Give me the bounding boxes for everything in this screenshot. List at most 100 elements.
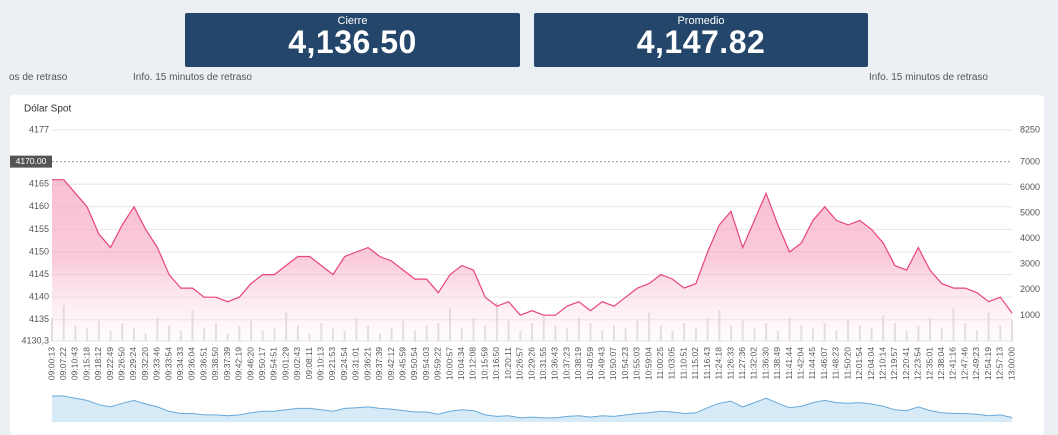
x-tick-label: 11:27:36: [737, 347, 747, 380]
x-tick-label: 09:10:43: [70, 347, 80, 380]
x-tick-label: 10:31:55: [538, 347, 548, 380]
x-tick-label: 09:37:39: [374, 347, 384, 380]
x-tick-label: 09:54:51: [269, 347, 279, 380]
x-tick-label: 10:37:23: [561, 347, 571, 380]
y-tick-label: 4155: [29, 224, 49, 234]
x-tick-label: 10:50:07: [608, 347, 618, 380]
x-tick-label: 12:47:46: [959, 347, 969, 380]
y-tick-label: 4160: [29, 201, 49, 211]
y2-tick-label: 1000: [1020, 310, 1040, 320]
x-tick-label: 10:36:43: [550, 347, 560, 380]
stat-value: 4,147.82: [636, 24, 766, 60]
x-tick-label: 09:59:22: [433, 347, 443, 380]
stat-value: 4,136.50: [288, 24, 417, 60]
y-tick-label: 4140: [29, 292, 49, 302]
x-tick-label: 10:16:50: [491, 347, 501, 380]
plot-line-label: 4170.00: [16, 156, 47, 166]
x-tick-label: 09:50:17: [257, 347, 267, 380]
x-tick-label: 10:12:08: [468, 347, 478, 380]
delay-note: os de retraso: [9, 72, 68, 83]
y-tick-label: 4130,3: [21, 335, 49, 345]
x-tick-label: 11:32:02: [749, 347, 759, 380]
x-tick-label: 10:55:03: [632, 347, 642, 380]
x-tick-label: 11:24:18: [714, 347, 724, 380]
x-tick-label: 10:49:43: [596, 347, 606, 380]
navigator-line: [52, 395, 1013, 419]
x-tick-label: 11:36:30: [760, 347, 770, 380]
delay-note: Info. 15 minutos de retraso: [133, 72, 252, 83]
x-tick-label: 09:33:46: [152, 347, 162, 380]
x-tick-label: 09:07:22: [58, 347, 68, 380]
x-tick-label: 11:03:05: [667, 347, 677, 380]
x-tick-label: 09:21:53: [327, 347, 337, 380]
y2-tick-label: 6000: [1020, 182, 1040, 192]
x-tick-label: 09:02:43: [292, 347, 302, 380]
y2-tick-label: 4000: [1020, 233, 1040, 243]
x-tick-label: 11:41:44: [784, 347, 794, 380]
x-tick-label: 12:57:13: [995, 347, 1005, 380]
x-tick-label: 12:54:19: [983, 347, 993, 380]
y2-tick-label: 8250: [1020, 124, 1040, 134]
x-tick-label: 09:26:50: [116, 347, 126, 380]
stat-label: Cierre: [337, 15, 368, 27]
x-tick-label: 12:38:04: [936, 347, 946, 380]
x-tick-label: 10:26:57: [515, 347, 525, 380]
x-tick-label: 09:31:01: [351, 347, 361, 380]
x-tick-label: 11:46:07: [819, 347, 829, 380]
x-tick-label: 09:24:54: [339, 347, 349, 380]
stat-label: Promedio: [677, 15, 725, 27]
x-tick-label: 12:35:01: [924, 347, 934, 380]
x-tick-label: 12:04:04: [866, 347, 876, 380]
x-tick-label: 11:10:51: [678, 347, 688, 380]
x-tick-label: 09:36:21: [362, 347, 372, 380]
x-tick-label: 10:54:23: [620, 347, 630, 380]
x-tick-label: 11:26:33: [725, 347, 735, 380]
x-tick-label: 09:36:51: [198, 347, 208, 380]
x-tick-label: 11:44:45: [807, 347, 817, 380]
x-tick-label: 11:38:49: [772, 347, 782, 380]
x-tick-label: 09:01:29: [280, 347, 290, 380]
x-tick-label: 09:46:20: [245, 347, 255, 380]
x-tick-label: 09:50:54: [409, 347, 419, 380]
y-tick-label: 4177: [29, 124, 49, 134]
plot-line-badge: [10, 155, 52, 168]
x-tick-label: 10:38:19: [573, 347, 583, 380]
x-tick-label: 11:42:04: [796, 347, 806, 380]
stat-box: Cierre 4,136.50: [185, 13, 520, 67]
x-tick-label: 10:04:34: [456, 347, 466, 380]
y2-tick-label: 7000: [1020, 156, 1040, 166]
y2-tick-label: 5000: [1020, 207, 1040, 217]
x-tick-label: 13:00:00: [1006, 347, 1016, 380]
y-tick-label: 4145: [29, 269, 49, 279]
x-tick-label: 12:49:23: [971, 347, 981, 380]
x-tick-label: 10:20:11: [503, 347, 513, 380]
x-tick-label: 09:54:03: [421, 347, 431, 380]
x-tick-label: 12:20:41: [901, 347, 911, 380]
x-tick-label: 09:42:12: [386, 347, 396, 380]
x-tick-label: 09:45:59: [397, 347, 407, 380]
x-tick-label: 09:37:39: [222, 347, 232, 380]
y2-tick-label: 2000: [1020, 284, 1040, 294]
x-tick-label: 12:01:54: [854, 347, 864, 380]
x-tick-label: 09:15:18: [81, 347, 91, 380]
x-tick-label: 09:36:04: [187, 347, 197, 380]
navigator-area: [52, 396, 1012, 422]
delay-note: Info. 15 minutos de retraso: [869, 72, 988, 83]
x-tick-label: 10:00:57: [444, 347, 454, 380]
y-tick-label: 4135: [29, 314, 49, 324]
y2-tick-label: 3000: [1020, 259, 1040, 269]
stat-box: Promedio 4,147.82: [534, 13, 868, 67]
x-tick-label: 09:10:13: [316, 347, 326, 380]
x-tick-label: 11:48:23: [831, 347, 841, 380]
x-tick-label: 10:15:59: [479, 347, 489, 380]
x-tick-label: 09:33:54: [163, 347, 173, 380]
x-tick-label: 09:08:11: [304, 347, 314, 380]
x-tick-label: 11:50:20: [842, 347, 852, 380]
x-tick-label: 09:42:19: [234, 347, 244, 380]
x-tick-label: 09:00:13: [46, 347, 56, 380]
x-tick-label: 09:38:50: [210, 347, 220, 380]
y-tick-label: 4165: [29, 179, 49, 189]
x-tick-label: 11:15:02: [690, 347, 700, 380]
